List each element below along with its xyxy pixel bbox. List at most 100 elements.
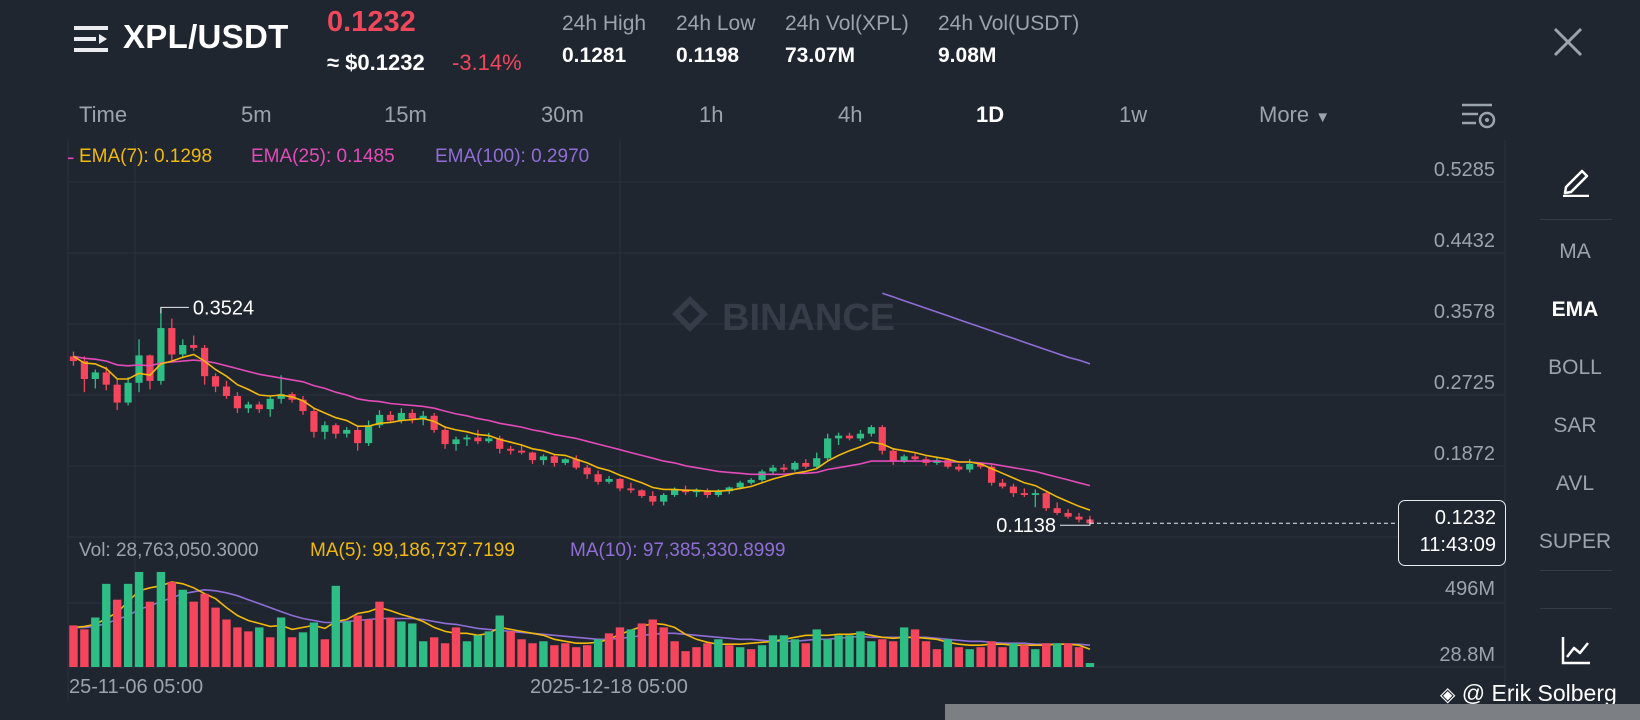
volume-bar bbox=[998, 647, 1007, 667]
volume-bar bbox=[484, 631, 494, 667]
candle-body bbox=[867, 427, 875, 434]
candle-body bbox=[594, 474, 602, 482]
volume-bar bbox=[976, 647, 985, 667]
indicator-boll[interactable]: BOLL bbox=[1548, 356, 1602, 379]
volume-bar bbox=[648, 619, 657, 667]
low-price-marker: 0.1138 bbox=[996, 515, 1056, 537]
candle-body bbox=[1020, 493, 1028, 496]
volume-bar bbox=[298, 632, 308, 667]
candle-body bbox=[299, 399, 307, 412]
indicator-ema[interactable]: EMA bbox=[1551, 298, 1599, 321]
x-axis-label: 2025-12-18 05:00 bbox=[530, 676, 688, 698]
sub-indicator-icon[interactable] bbox=[1560, 634, 1592, 666]
candle-body bbox=[649, 495, 657, 502]
candle-body bbox=[321, 425, 329, 432]
candle-body bbox=[692, 490, 701, 493]
candle-body bbox=[211, 376, 220, 387]
candle-body bbox=[944, 460, 952, 467]
candle-body bbox=[638, 490, 646, 496]
volume-bar bbox=[921, 641, 931, 667]
candle-body bbox=[1064, 512, 1072, 517]
tab-30m[interactable]: 30m bbox=[541, 102, 584, 127]
candle-body bbox=[179, 345, 187, 355]
bottom-scroll-bar[interactable] bbox=[945, 704, 1640, 720]
chart-settings-icon[interactable] bbox=[1460, 100, 1496, 130]
tab-15m[interactable]: 15m bbox=[384, 102, 427, 127]
indicator-avl[interactable]: AVL bbox=[1555, 472, 1595, 495]
volume-bar bbox=[375, 601, 384, 667]
volume-bar bbox=[200, 593, 209, 667]
volume-bar bbox=[757, 645, 767, 667]
indicator-sar[interactable]: SAR bbox=[1553, 414, 1597, 437]
tab-more[interactable]: More ▼ bbox=[1259, 102, 1330, 128]
volume-bar bbox=[637, 623, 647, 667]
indicator-super[interactable]: SUPER bbox=[1538, 530, 1612, 553]
tab-time[interactable]: Time bbox=[79, 102, 128, 127]
draw-tool-icon[interactable] bbox=[1560, 163, 1592, 197]
volume-bar bbox=[102, 583, 111, 667]
current-price-tag: 0.1232 11:43:09 bbox=[1398, 500, 1506, 566]
candle-body bbox=[660, 495, 668, 502]
candle-body bbox=[725, 487, 733, 492]
candle-body bbox=[1053, 508, 1061, 513]
volume-bar bbox=[1009, 643, 1018, 667]
y-axis-label: 0.1872 bbox=[1433, 443, 1495, 465]
volume-bar bbox=[593, 639, 603, 667]
volume-bar bbox=[790, 639, 800, 667]
volume-bar bbox=[823, 639, 832, 667]
candle-body bbox=[1042, 493, 1050, 509]
trading-pair-title[interactable]: XPL/USDT bbox=[123, 18, 289, 55]
volume-bar bbox=[604, 633, 614, 667]
close-icon[interactable] bbox=[1550, 24, 1586, 60]
volume-bar bbox=[735, 647, 745, 667]
volume-bar bbox=[364, 619, 373, 667]
stat-24h-vol-base-label: 24h Vol(XPL) bbox=[785, 12, 909, 35]
candle-body bbox=[856, 433, 865, 439]
candle-body bbox=[714, 491, 722, 496]
binance-logo-icon: ◈ bbox=[1440, 684, 1456, 706]
candle-body bbox=[539, 456, 548, 461]
candle-body bbox=[69, 356, 78, 362]
volume-bar bbox=[451, 627, 461, 667]
tab-1d[interactable]: 1D bbox=[976, 102, 1005, 127]
volume-bar bbox=[812, 629, 821, 667]
candle-body bbox=[791, 462, 799, 470]
x-axis-label: 25-11-06 05:00 bbox=[69, 676, 204, 698]
price-change-percent: -3.14% bbox=[452, 50, 522, 75]
volume-bar bbox=[878, 639, 887, 667]
candle-body bbox=[485, 438, 493, 442]
candle-body bbox=[364, 425, 373, 444]
volume-bar bbox=[495, 615, 504, 667]
candle-body bbox=[813, 458, 821, 467]
volume-bar bbox=[156, 571, 166, 667]
candle-body bbox=[834, 435, 843, 439]
candle-body bbox=[703, 490, 712, 496]
volume-bar bbox=[1020, 645, 1029, 667]
volume-bar bbox=[899, 627, 909, 667]
candle-body bbox=[146, 355, 154, 381]
tab-more-label: More bbox=[1259, 102, 1310, 127]
menu-icon[interactable] bbox=[74, 24, 108, 54]
stat-24h-high-value: 0.1281 bbox=[562, 44, 627, 67]
tab-5m[interactable]: 5m bbox=[241, 102, 272, 127]
stat-24h-vol-quote-value: 9.08M bbox=[938, 44, 997, 67]
tab-1h[interactable]: 1h bbox=[699, 102, 724, 127]
vol-axis-label: 496M bbox=[1444, 578, 1495, 600]
candle-body bbox=[332, 425, 340, 434]
candle-body bbox=[80, 361, 88, 379]
indicator-ma[interactable]: MA bbox=[1559, 240, 1591, 263]
volume-bar bbox=[1074, 647, 1084, 667]
tab-1w[interactable]: 1w bbox=[1119, 102, 1148, 127]
candle-body bbox=[452, 439, 460, 445]
candle-body bbox=[135, 355, 143, 383]
volume-bar bbox=[123, 583, 133, 667]
tab-4h[interactable]: 4h bbox=[838, 102, 863, 127]
stat-24h-vol-base-value: 73.07M bbox=[785, 44, 856, 67]
volume-bar bbox=[320, 639, 330, 667]
volume-bar bbox=[572, 647, 581, 667]
candle-body bbox=[397, 412, 405, 421]
candle-body bbox=[1009, 486, 1018, 494]
volume-bar bbox=[266, 637, 275, 667]
volume-bar bbox=[725, 645, 734, 667]
